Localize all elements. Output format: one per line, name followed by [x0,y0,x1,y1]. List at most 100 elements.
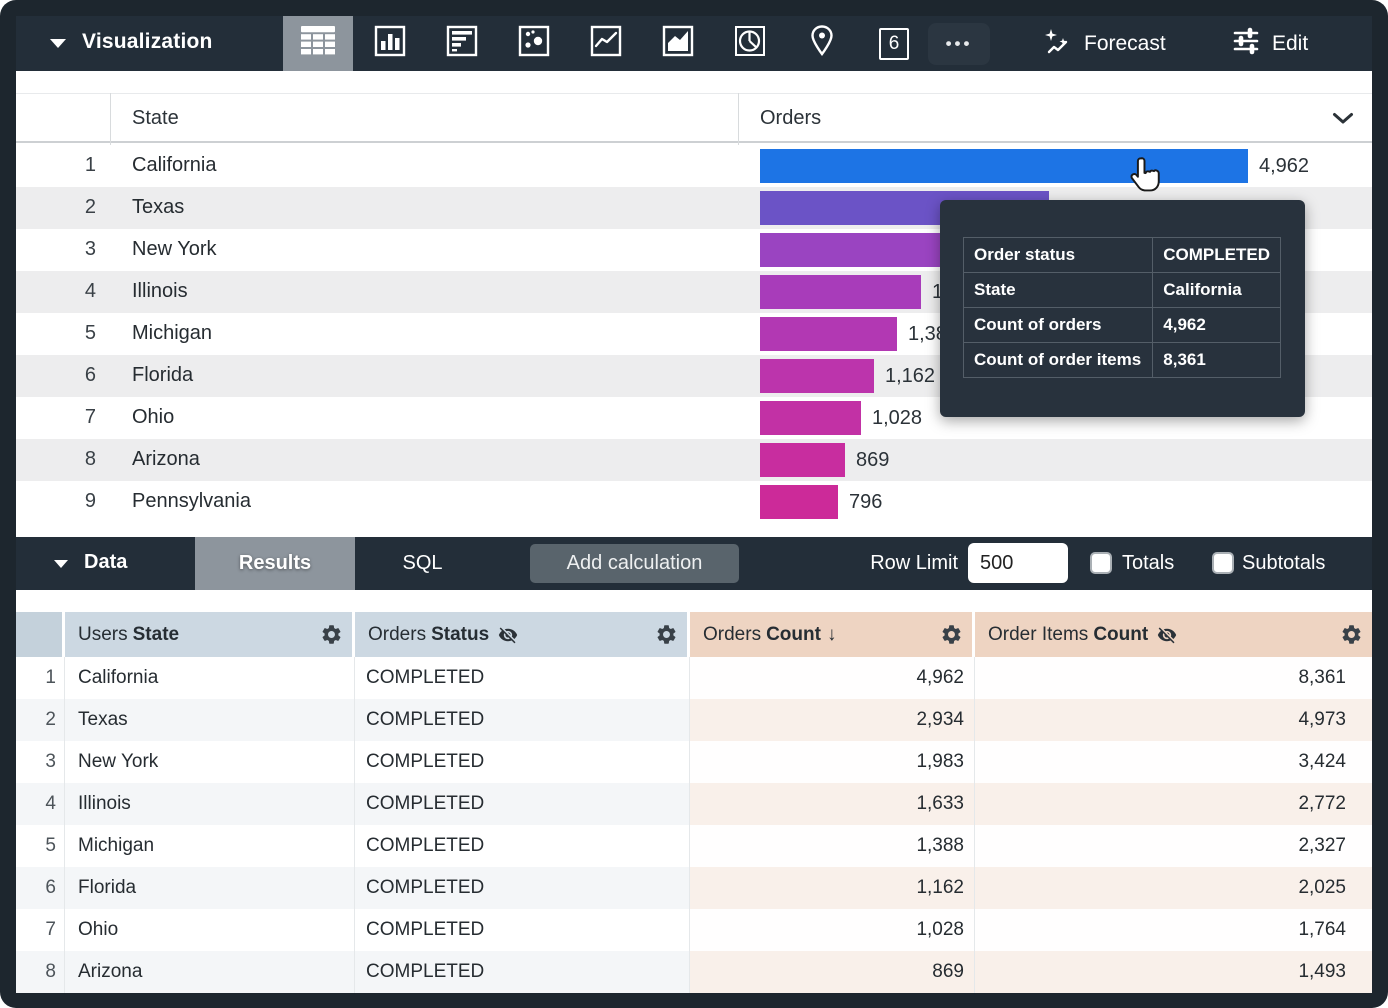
gear-icon[interactable] [320,623,343,652]
caret-down-icon [54,560,68,568]
status-cell[interactable]: COMPLETED [355,699,690,741]
order-items-count-cell[interactable]: 2,327 [975,825,1372,867]
orders-column-chevron-down-icon[interactable] [1332,112,1354,130]
orders-bar[interactable] [760,359,874,393]
order-items-count-cell[interactable]: 2,772 [975,783,1372,825]
orders-bar[interactable] [760,149,1248,183]
status-cell[interactable]: COMPLETED [355,867,690,909]
state-cell[interactable]: California [65,657,355,699]
state-cell[interactable]: New York [65,741,355,783]
orders-bar[interactable] [760,317,897,351]
order-items-count-cell[interactable]: 1,493 [975,951,1372,993]
state-cell[interactable]: Michigan [65,825,355,867]
row-number: 1 [16,657,65,699]
chart-type-table-button[interactable] [283,16,353,71]
state-cell[interactable]: Illinois [65,783,355,825]
edit-tune-icon [1232,27,1260,61]
status-cell[interactable]: COMPLETED [355,825,690,867]
order-items-count-cell[interactable]: 4,973 [975,699,1372,741]
viz-state-column-header[interactable]: State [132,107,179,129]
state-cell[interactable]: Florida [65,867,355,909]
state-cell[interactable]: Ohio [65,909,355,951]
state-cell[interactable]: Arizona [65,951,355,993]
order-items-count-cell[interactable]: 8,361 [975,657,1372,699]
gear-icon[interactable] [1340,623,1363,652]
order-items-count-cell[interactable]: 1,764 [975,909,1372,951]
orders-count-cell[interactable]: 1,633 [690,783,975,825]
orders-bar[interactable] [760,275,921,309]
totals-checkbox[interactable] [1090,552,1112,574]
chart-type-pie-button[interactable] [726,16,774,71]
state-cell: California [132,154,217,176]
chart-type-column-button[interactable] [366,16,414,71]
tab-sql[interactable]: SQL [402,552,443,574]
results-table-header: Users State Orders Status Orders Count ↓ [16,612,1372,657]
tab-results[interactable]: Results [195,537,355,590]
column-header-users-state[interactable]: Users State [65,612,355,657]
chart-type-scatter-button[interactable] [510,16,558,71]
row-number: 3 [84,238,96,260]
status-cell[interactable]: COMPLETED [355,909,690,951]
table-row: 8 Arizona COMPLETED 869 1,493 [16,951,1372,993]
orders-bar[interactable] [760,233,955,267]
edit-button[interactable]: Edit [1232,16,1308,71]
orders-count-cell[interactable]: 2,934 [690,699,975,741]
forecast-button[interactable]: Forecast [1042,16,1166,71]
map-pin-icon [807,24,837,63]
table-row: 2 Texas COMPLETED 2,934 4,973 [16,699,1372,741]
gear-icon[interactable] [940,623,963,652]
state-cell: Michigan [132,322,213,344]
chart-type-map-button[interactable] [798,16,846,71]
hover-tooltip: Order status COMPLETED State California … [940,200,1305,417]
ellipsis-icon: ••• [945,34,973,53]
row-number: 5 [84,322,96,344]
chart-type-line-button[interactable] [582,16,630,71]
row-limit-input[interactable] [968,543,1068,583]
chart-type-area-button[interactable] [654,16,702,71]
viz-orders-column-header[interactable]: Orders [760,107,822,129]
gear-icon[interactable] [655,623,678,652]
status-cell[interactable]: COMPLETED [355,741,690,783]
app-content: Visualization [16,16,1372,993]
orders-bar[interactable] [760,485,838,519]
column-header-order-items-count[interactable]: Order Items Count [975,612,1372,657]
data-collapse-caret[interactable] [54,560,68,568]
orders-bar[interactable] [760,401,861,435]
orders-count-cell[interactable]: 1,983 [690,741,975,783]
subtotals-checkbox[interactable] [1212,552,1234,574]
chart-type-single-value-button[interactable]: 6 [870,16,918,71]
area-chart-icon [662,25,694,62]
orders-bar[interactable] [760,443,845,477]
status-cell[interactable]: COMPLETED [355,657,690,699]
orders-count-cell[interactable]: 4,962 [690,657,975,699]
row-number: 3 [16,741,65,783]
state-cell: Texas [132,196,185,218]
column-header-orders-count[interactable]: Orders Count ↓ [690,612,975,657]
orders-count-cell[interactable]: 1,028 [690,909,975,951]
more-chart-types-button[interactable]: ••• [928,23,990,65]
state-cell[interactable]: Texas [65,699,355,741]
viz-table-row: 8 Arizona 869 [16,439,1372,481]
order-items-count-cell[interactable]: 3,424 [975,741,1372,783]
visualization-collapse-caret[interactable] [50,39,66,48]
column-header-orders-status[interactable]: Orders Status [355,612,690,657]
order-items-count-cell[interactable]: 2,025 [975,867,1372,909]
tooltip-label: Count of order items [962,342,1154,378]
chart-type-bar-button[interactable] [438,16,486,71]
state-cell: Florida [132,364,194,386]
tooltip-row: Order status COMPLETED [962,237,1281,273]
row-number: 8 [84,448,96,470]
tooltip-label: Order status [962,237,1154,273]
add-calculation-button[interactable]: Add calculation [530,544,739,583]
visualization-title: Visualization [82,30,213,53]
forecast-label: Forecast [1084,31,1166,55]
status-cell[interactable]: COMPLETED [355,783,690,825]
status-cell[interactable]: COMPLETED [355,951,690,993]
sort-descending-icon: ↓ [826,623,837,645]
orders-count-cell[interactable]: 1,162 [690,867,975,909]
orders-count-cell[interactable]: 869 [690,951,975,993]
table-row: 7 Ohio COMPLETED 1,028 1,764 [16,909,1372,951]
orders-value-label: 1,162 [885,365,936,387]
orders-count-cell[interactable]: 1,388 [690,825,975,867]
